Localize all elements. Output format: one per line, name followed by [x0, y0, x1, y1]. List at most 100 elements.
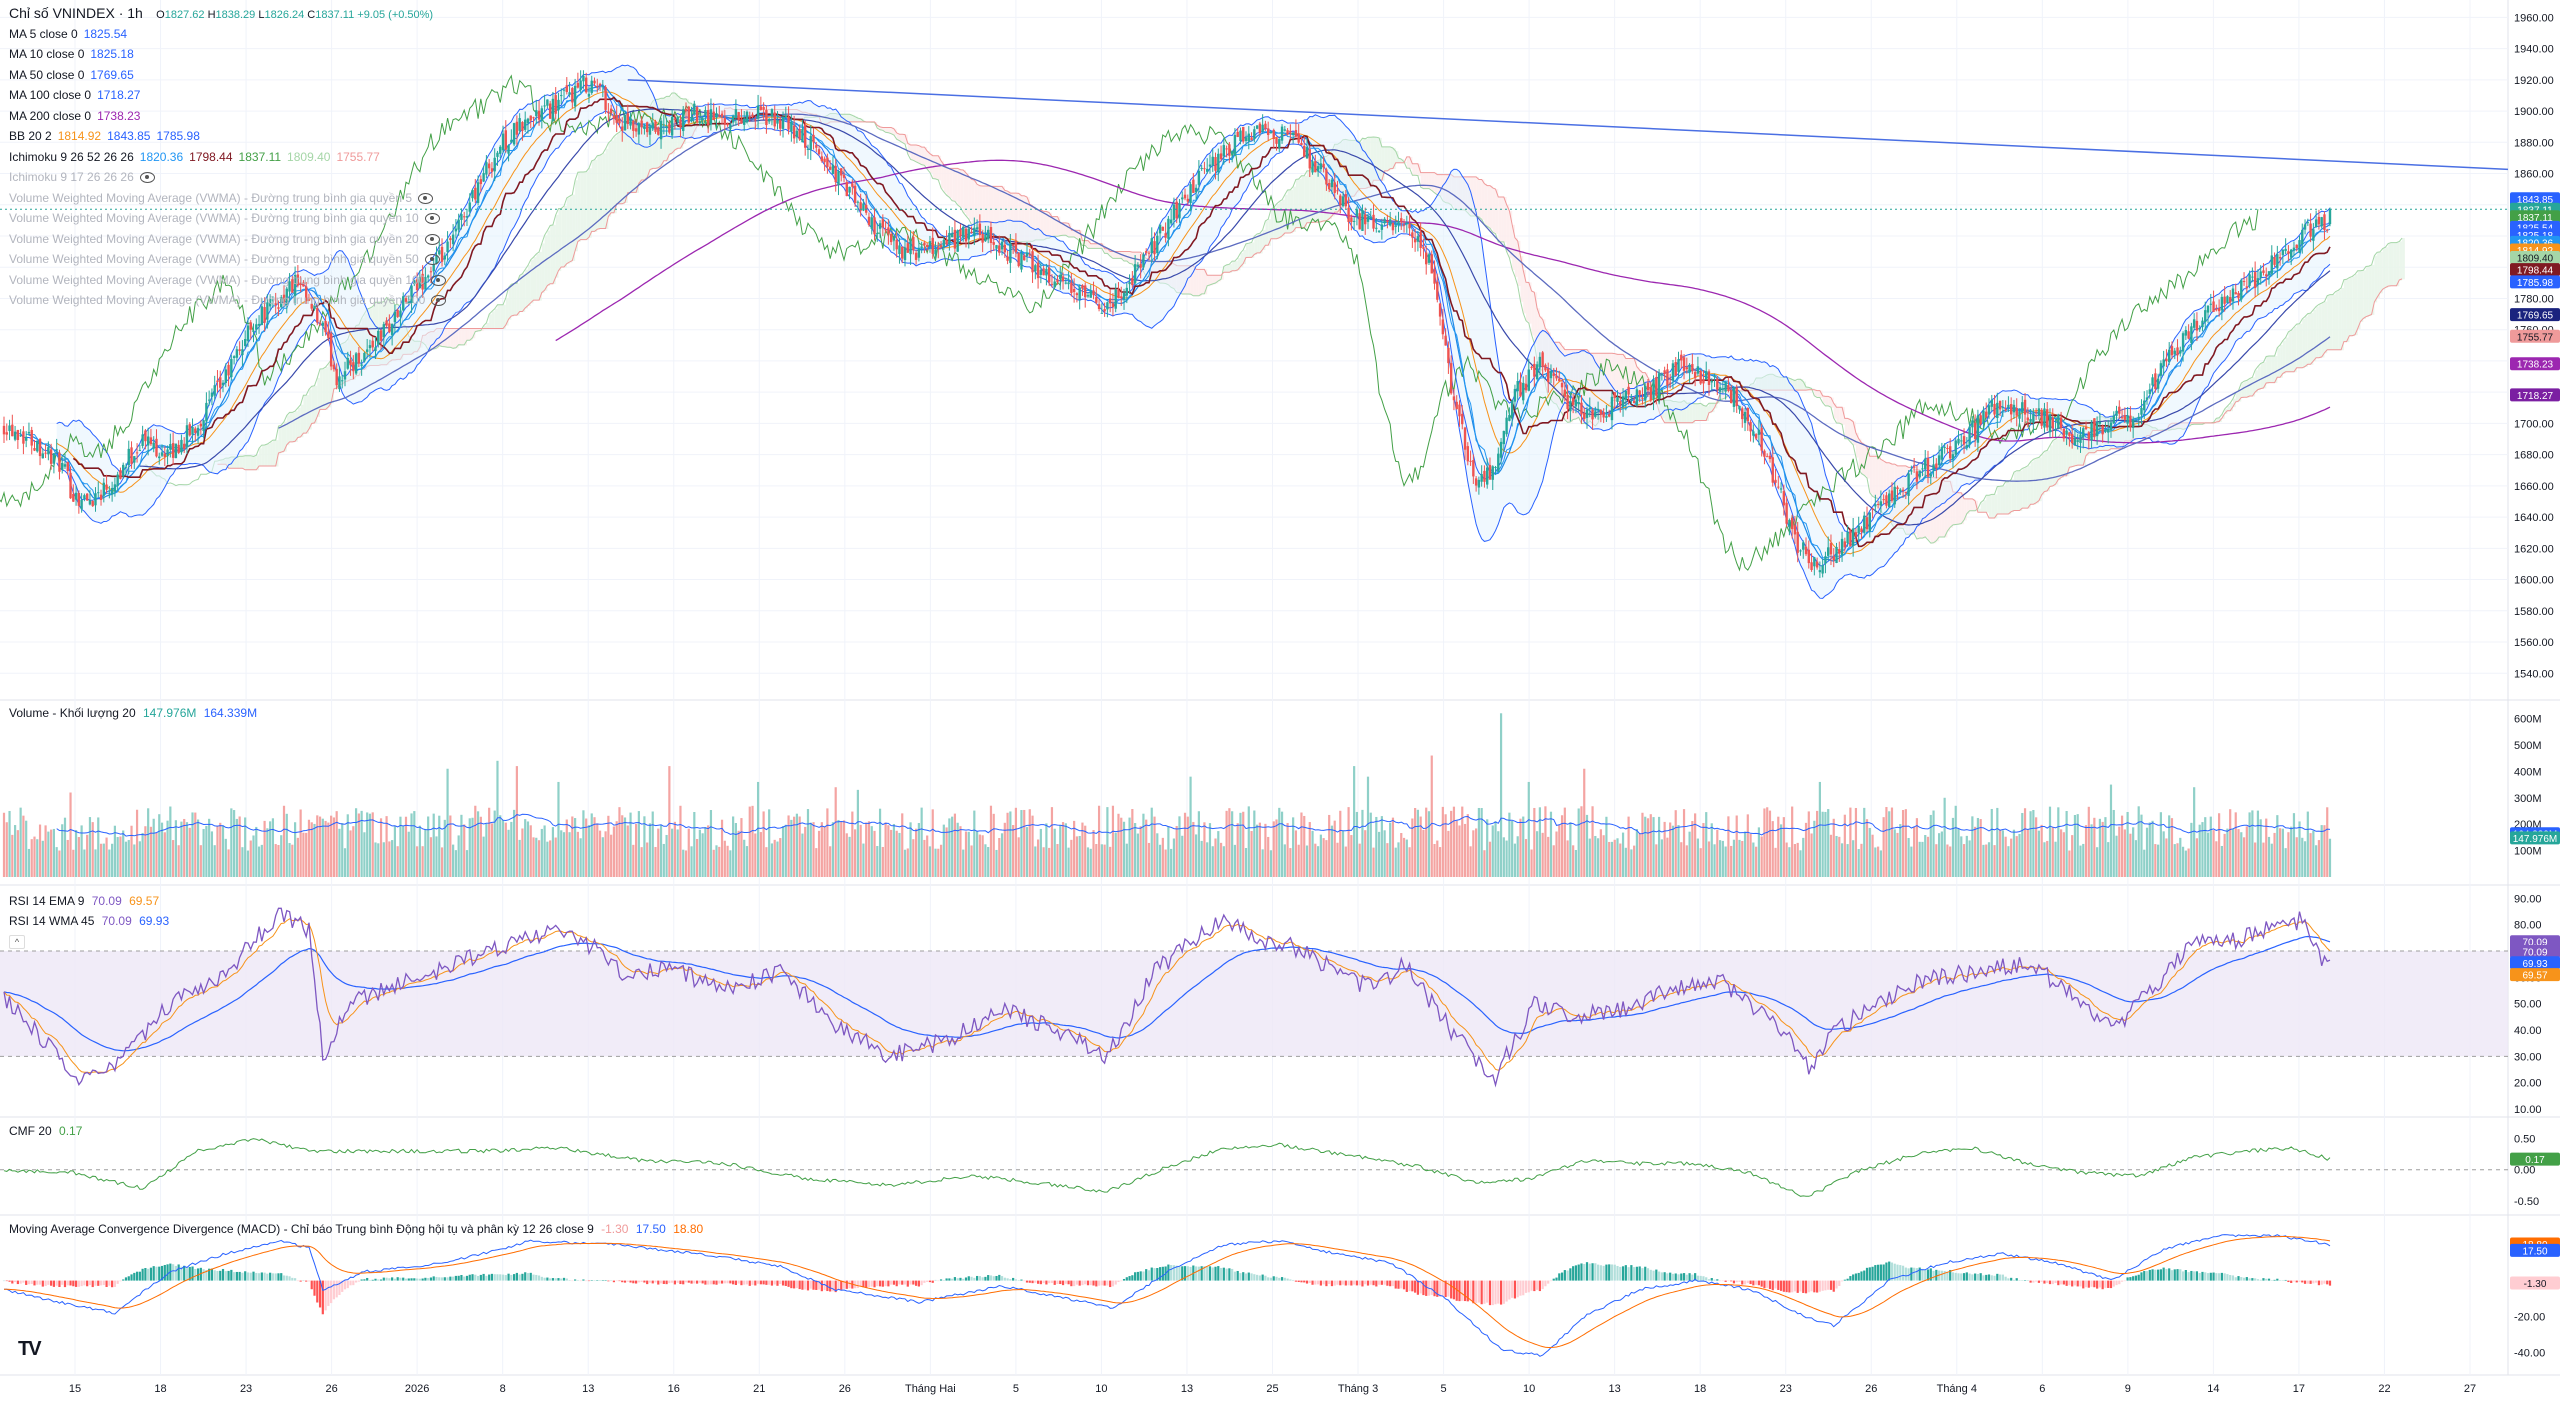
volume-bar	[2170, 818, 2174, 877]
macd-histogram-bar	[1405, 1280, 1408, 1292]
legend-row-2[interactable]: MA 50 close 0 1769.65	[9, 65, 446, 86]
legend-row-11[interactable]: Volume Weighted Moving Average (VWMA) - …	[9, 249, 446, 270]
candle-body	[476, 182, 480, 203]
ichimoku-cloud-slice	[1509, 210, 1513, 259]
eye-hidden-icon[interactable]	[424, 254, 440, 266]
macd-histogram-bar	[1877, 1264, 1880, 1281]
macd-histogram-bar	[1755, 1280, 1758, 1285]
volume-bar	[1871, 834, 1874, 877]
legend-row-6[interactable]: Ichimoku 9 26 52 26 26 1820.36 1798.44 1837…	[9, 147, 446, 168]
candle-body	[2278, 257, 2282, 259]
legend-row-5[interactable]: BB 20 2 1814.92 1843.85 1785.98	[9, 126, 446, 147]
volume-bar	[1619, 843, 1622, 877]
ichimoku-cloud-slice	[234, 457, 237, 469]
macd-histogram-bar	[1269, 1277, 1273, 1281]
macd-histogram-bar	[1355, 1280, 1359, 1286]
candle-body	[759, 106, 763, 110]
macd-histogram-bar	[1416, 1280, 1419, 1295]
macd-histogram-bar	[102, 1280, 105, 1286]
candle-body	[460, 214, 463, 220]
volume-bar	[1472, 830, 1475, 877]
eye-hidden-icon[interactable]	[431, 274, 447, 286]
volume-bar	[216, 825, 219, 877]
candle-body	[2112, 415, 2115, 424]
eye-hidden-icon[interactable]	[424, 213, 440, 225]
legend-row-1[interactable]: MA 10 close 0 1825.18	[9, 44, 446, 65]
volume-bar	[1084, 825, 1087, 877]
candle-body	[1899, 489, 1902, 492]
legend-row-7[interactable]: Ichimoku 9 17 26 26 26	[9, 167, 446, 188]
volume-bar	[2012, 829, 2016, 877]
legend-row-0[interactable]: MA 5 close 0 1825.54	[9, 24, 446, 45]
ichimoku-cloud-slice	[1021, 195, 1025, 242]
legend-row-10[interactable]: Volume Weighted Moving Average (VWMA) - …	[9, 229, 446, 250]
volume-bar	[88, 817, 92, 877]
volume-bar	[1505, 840, 1508, 877]
candle-body	[1009, 243, 1012, 263]
ichimoku-cloud-slice	[613, 136, 617, 214]
volume-bar	[1256, 824, 1259, 877]
volume-bar	[698, 829, 701, 877]
collapse-chevron-icon[interactable]: ^	[9, 935, 25, 949]
ichimoku-cloud-slice	[2343, 279, 2347, 343]
volume-bar	[2032, 810, 2035, 877]
volume-bar	[435, 836, 438, 877]
ichimoku-cloud-slice	[1401, 159, 1405, 164]
candle-body	[1885, 495, 1888, 506]
price-scale-label: 1809.40	[2517, 254, 2554, 265]
candle-body	[2079, 434, 2082, 443]
macd-histogram-bar	[2073, 1280, 2077, 1286]
macd-histogram-bar	[546, 1277, 549, 1281]
ichimoku-cloud-slice	[929, 153, 933, 174]
eye-hidden-icon[interactable]	[431, 295, 447, 307]
ichimoku-cloud-slice	[1226, 264, 1230, 273]
candle-body	[2262, 270, 2265, 273]
candle-body	[108, 490, 111, 492]
candle-body	[906, 243, 909, 253]
macd-histogram-bar	[1486, 1280, 1489, 1303]
ichimoku-cloud-slice	[2252, 377, 2256, 397]
ichimoku-cloud-slice	[1229, 264, 1233, 273]
volume-bar	[330, 815, 333, 877]
legend-row-8[interactable]: Volume Weighted Moving Average (VWMA) - …	[9, 188, 446, 209]
legend-row-4[interactable]: MA 200 close 0 1738.23	[9, 106, 446, 127]
time-tick-label: 2026	[405, 1383, 429, 1395]
eye-hidden-icon[interactable]	[139, 172, 155, 184]
volume-bar	[1389, 822, 1392, 877]
candle-body	[504, 130, 507, 150]
macd-histogram-bar	[1264, 1275, 1267, 1281]
legend-row-12[interactable]: Volume Weighted Moving Average (VWMA) - …	[9, 270, 447, 291]
macd-histogram-bar	[1671, 1273, 1675, 1281]
candle-body	[2287, 251, 2290, 254]
tradingview-logo-icon[interactable]: TV	[18, 1338, 42, 1360]
macd-histogram-bar	[44, 1280, 47, 1286]
macd-histogram-bar	[698, 1280, 701, 1283]
ichimoku-cloud-slice	[1218, 275, 1222, 282]
legend-value: 1809.40	[287, 149, 331, 164]
rsi-scale-label-bg	[2510, 968, 2560, 982]
macd-histogram-bar	[1971, 1274, 1974, 1281]
rsi-wma-line	[3, 935, 2331, 1052]
macd-histogram-bar	[1236, 1270, 1239, 1281]
volume-bar	[429, 837, 433, 877]
ichimoku-cloud-slice	[231, 457, 235, 469]
ichimoku-cloud-slice	[1040, 210, 1044, 241]
symbol-title[interactable]: Chỉ số VNINDEX · 1h	[9, 5, 143, 21]
eye-hidden-icon[interactable]	[424, 233, 440, 245]
eye-hidden-icon[interactable]	[418, 192, 434, 204]
volume-bar	[2134, 840, 2138, 877]
candle-body	[1729, 389, 1733, 404]
time-tick-label: 26	[839, 1383, 851, 1395]
macd-histogram-bar	[518, 1274, 521, 1281]
time-tick-label: 10	[1523, 1383, 1535, 1395]
candle-body	[878, 223, 882, 229]
macd-histogram-bar	[1020, 1279, 1023, 1281]
volume-bar	[1635, 829, 1639, 877]
legend-row-9[interactable]: Volume Weighted Moving Average (VWMA) - …	[9, 208, 446, 229]
macd-histogram-bar	[1574, 1265, 1578, 1281]
legend-row-3[interactable]: MA 100 close 0 1718.27	[9, 85, 446, 106]
legend-row-13[interactable]: Volume Weighted Moving Average (VWMA) - …	[9, 290, 447, 311]
volume-bar	[1416, 809, 1419, 877]
volume-bar	[1499, 713, 1503, 877]
